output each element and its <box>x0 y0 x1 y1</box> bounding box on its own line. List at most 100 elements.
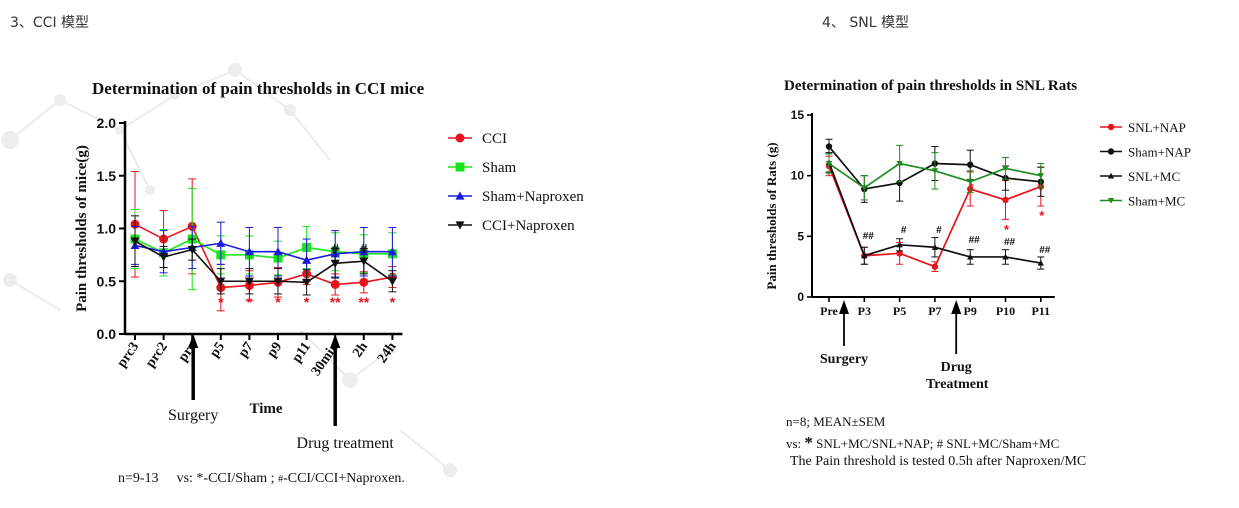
cci-significance-star: ** <box>358 294 369 310</box>
snl-x-tick-label: P7 <box>928 304 941 318</box>
snl-legend-marker <box>1107 148 1115 155</box>
snl-star-mark: * <box>969 180 975 195</box>
snl-y-tick-label: 10 <box>791 169 805 183</box>
snl-star-mark: * <box>1004 222 1010 237</box>
cci-data-point <box>273 247 283 256</box>
snl-hash-mark: # <box>901 225 907 236</box>
snl-x-tick-label: P11 <box>1031 304 1050 318</box>
cci-data-point <box>216 277 226 286</box>
cci-legend-label: CCI <box>482 131 507 147</box>
cci-x-tick-label: p7 <box>236 340 257 361</box>
snl-y-axis-label: Pain thresholds of Rats (g) <box>764 142 779 289</box>
snl-legend-marker <box>1107 172 1115 179</box>
cci-significance-hash: # <box>360 241 368 256</box>
cci-data-point <box>387 277 397 286</box>
cci-annotation-drug: Drug treatment <box>297 435 395 452</box>
snl-legend-marker <box>1107 197 1115 204</box>
snl-data-point <box>931 168 939 175</box>
cci-data-point <box>130 237 140 246</box>
cci-significance-hash: # <box>332 241 340 256</box>
cci-series-line <box>134 242 393 261</box>
cci-significance-star: * <box>218 294 224 310</box>
section-title-cci: 3、CCI 模型 <box>10 15 90 31</box>
cci-x-tick-label: p5 <box>207 340 228 361</box>
cci-x-axis-label: Time <box>249 401 282 417</box>
snl-data-point <box>861 185 868 191</box>
snl-data-point <box>896 250 903 257</box>
cci-data-point <box>159 253 169 262</box>
snl-data-point <box>825 160 833 167</box>
cci-legend-label: CCI+Naproxen <box>482 218 575 234</box>
snl-x-tick-label: P10 <box>996 304 1015 318</box>
cci-data-point <box>216 238 226 247</box>
snl-data-point <box>931 263 939 270</box>
cci-y-tick-label: 1.5 <box>97 168 117 184</box>
snl-note-comparisons: SNL+MC/SNL+NAP; # SNL+MC/Sham+MC <box>812 436 1060 451</box>
snl-legend-label: SNL+NAP <box>1128 120 1186 135</box>
cci-footnote-n: n=9-13 <box>118 471 159 486</box>
snl-note-vs: vs: <box>786 436 805 451</box>
cci-series-line <box>134 223 393 289</box>
cci-legend-label: Sham+Naproxen <box>482 189 584 205</box>
snl-hash-mark: ## <box>863 231 875 242</box>
snl-hash-mark: ## <box>1039 245 1051 256</box>
cci-legend-marker <box>455 162 465 172</box>
snl-data-point <box>1002 253 1009 260</box>
cci-significance-star: ** <box>330 294 341 310</box>
cci-data-point <box>273 277 283 286</box>
cci-data-point <box>359 277 369 287</box>
snl-note-line1: n=8; MEAN±SEM <box>786 414 886 429</box>
snl-legend-marker <box>1107 123 1115 131</box>
snl-series-snl-mc <box>825 152 1045 270</box>
snl-drug-arrow-head <box>951 300 962 314</box>
section-title-snl: 4、 SNL 模型 <box>822 15 909 31</box>
cci-footnote: n=9-13 vs: *-CCI/Sham ; #-CCI/CCI+Naproxe… <box>118 471 405 487</box>
snl-data-point <box>967 253 974 260</box>
snl-annotation-drug-line1: Drug <box>941 360 972 375</box>
cci-legend-marker <box>455 221 465 230</box>
snl-data-point <box>1037 259 1044 266</box>
cci-series-cci-naproxen <box>130 215 397 296</box>
snl-series-sham-mc <box>825 144 1045 201</box>
cci-data-point <box>387 247 397 256</box>
cci-data-point <box>330 259 340 268</box>
snl-annotation-surgery: Surgery <box>820 352 868 367</box>
snl-legend-label: SNL+MC <box>1128 169 1180 184</box>
snl-y-tick-label: 0 <box>797 290 804 304</box>
cci-legend-marker <box>455 133 465 143</box>
cci-data-point <box>244 277 254 286</box>
snl-note-line3: The Pain threshold is tested 0.5h after … <box>790 454 1087 469</box>
snl-x-tick-label: P3 <box>858 304 871 318</box>
snl-y-tick-label: 5 <box>797 229 804 243</box>
cci-data-point <box>302 278 312 287</box>
snl-hash-mark: ## <box>1004 237 1016 248</box>
snl-data-point <box>1002 165 1009 172</box>
cci-y-tick-label: 2.0 <box>97 115 117 131</box>
snl-legend-label: Sham+NAP <box>1128 145 1191 160</box>
snl-annotation-drug-line2: Treatment <box>926 377 989 392</box>
cci-data-point <box>302 255 312 264</box>
cci-significance-star: * <box>247 294 253 310</box>
cci-data-point <box>187 246 197 255</box>
snl-data-point <box>896 160 903 167</box>
cci-chart-title: Determination of pain thresholds in CCI … <box>92 79 425 98</box>
snl-data-point <box>1037 173 1044 179</box>
cci-series-line <box>134 240 393 284</box>
snl-data-point <box>896 241 903 248</box>
snl-data-point <box>967 179 974 185</box>
snl-note-star: * <box>804 433 813 452</box>
cci-data-point <box>244 247 254 256</box>
cci-footnote-vs2: -CCI/CCI+Naproxen. <box>283 471 405 486</box>
cci-legend-marker <box>455 191 465 200</box>
cci-legend-label: Sham <box>482 160 517 176</box>
snl-note-line2: vs: * SNL+MC/SNL+NAP; # SNL+MC/Sham+MC <box>786 433 1059 453</box>
snl-hash-mark: ## <box>969 235 981 246</box>
snl-x-tick-label: P5 <box>893 304 906 318</box>
snl-hash-mark: # <box>936 225 942 236</box>
cci-y-tick-label: 0.0 <box>97 326 117 342</box>
snl-x-tick-label: Pre <box>820 304 838 318</box>
cci-y-tick-label: 1.0 <box>97 221 117 237</box>
snl-surgery-arrow-head <box>839 300 849 314</box>
